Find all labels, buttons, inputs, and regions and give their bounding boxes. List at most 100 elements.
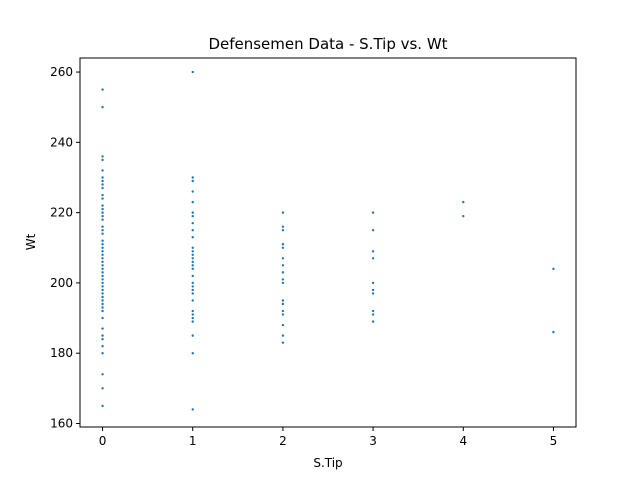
data-point xyxy=(281,299,285,302)
data-point xyxy=(101,197,104,200)
data-point xyxy=(101,179,104,183)
data-point xyxy=(191,253,194,256)
data-point xyxy=(101,352,104,355)
y-axis-label: Wt xyxy=(24,233,38,250)
data-point xyxy=(101,306,104,309)
data-point xyxy=(281,281,285,285)
data-point xyxy=(552,267,555,271)
data-point xyxy=(191,299,194,302)
y-tick-label: 200 xyxy=(50,276,73,290)
data-point xyxy=(371,292,375,295)
data-point xyxy=(191,313,194,316)
data-point xyxy=(101,260,104,264)
x-axis-ticks: 0 1 2 3 4 5 xyxy=(99,427,557,448)
data-point xyxy=(191,221,194,225)
data-point xyxy=(281,229,285,232)
data-point xyxy=(191,250,194,253)
data-point xyxy=(101,183,104,186)
data-point xyxy=(191,229,194,232)
data-point xyxy=(101,295,104,299)
data-point xyxy=(281,246,285,249)
data-point xyxy=(552,330,555,334)
data-point xyxy=(191,309,194,313)
data-point xyxy=(281,264,285,267)
data-point xyxy=(101,404,104,408)
data-point xyxy=(101,106,104,109)
data-point xyxy=(371,281,375,285)
y-tick-label: 220 xyxy=(50,206,73,220)
data-point xyxy=(101,246,104,249)
data-point xyxy=(101,193,104,197)
data-point xyxy=(462,214,465,218)
data-point xyxy=(101,373,104,376)
data-point xyxy=(101,204,104,207)
data-point xyxy=(281,271,285,274)
data-point xyxy=(191,292,194,295)
data-point xyxy=(101,264,104,267)
x-axis-label: S.Tip xyxy=(313,456,342,470)
data-point xyxy=(281,323,285,327)
data-point xyxy=(191,285,194,288)
data-point xyxy=(281,243,285,246)
data-point xyxy=(101,232,104,235)
data-point xyxy=(191,236,194,239)
data-point xyxy=(281,225,285,228)
data-point xyxy=(101,267,104,271)
data-point xyxy=(191,264,194,267)
data-point xyxy=(101,158,104,162)
data-point xyxy=(191,70,194,74)
data-point xyxy=(101,243,104,246)
data-point xyxy=(191,274,194,278)
data-point xyxy=(191,211,194,214)
x-tick-label: 0 xyxy=(99,434,107,448)
data-point xyxy=(281,341,285,344)
data-point xyxy=(191,267,194,271)
data-point xyxy=(101,225,104,228)
plot-frame xyxy=(79,57,577,428)
data-point xyxy=(101,271,104,274)
data-point xyxy=(281,334,285,337)
data-point xyxy=(191,257,194,260)
data-point xyxy=(101,229,104,232)
data-point xyxy=(281,211,285,214)
data-point xyxy=(371,320,375,323)
y-tick-label: 240 xyxy=(50,135,73,149)
data-point xyxy=(101,334,104,337)
data-point xyxy=(191,408,194,411)
data-point xyxy=(101,176,104,179)
x-tick-label: 1 xyxy=(189,434,197,448)
data-point xyxy=(101,257,104,260)
data-point xyxy=(191,320,194,323)
data-point xyxy=(191,179,194,183)
data-point xyxy=(191,334,194,337)
data-point xyxy=(101,218,104,221)
data-point xyxy=(191,260,194,264)
data-point xyxy=(101,253,104,256)
x-tick-label: 3 xyxy=(369,434,377,448)
y-axis-ticks: 160 180 200 220 240 260 xyxy=(50,65,80,430)
data-points xyxy=(101,70,555,411)
data-point xyxy=(101,274,104,278)
data-point xyxy=(191,200,194,204)
data-point xyxy=(191,316,194,320)
data-point xyxy=(191,190,194,193)
data-point xyxy=(191,176,194,179)
x-tick-label: 2 xyxy=(279,434,287,448)
data-point xyxy=(371,250,375,253)
data-point xyxy=(101,299,104,302)
x-tick-label: 4 xyxy=(459,434,467,448)
data-point xyxy=(101,239,104,242)
data-point xyxy=(101,302,104,306)
data-point xyxy=(101,207,104,211)
y-tick-label: 160 xyxy=(50,416,73,430)
data-point xyxy=(101,327,104,330)
data-point xyxy=(371,313,375,316)
y-tick-label: 260 xyxy=(50,65,73,79)
data-point xyxy=(101,169,104,172)
data-point xyxy=(462,200,465,204)
data-point xyxy=(101,88,104,91)
chart-title: Defensemen Data - S.Tip vs. Wt xyxy=(208,35,447,53)
data-point xyxy=(101,309,104,313)
